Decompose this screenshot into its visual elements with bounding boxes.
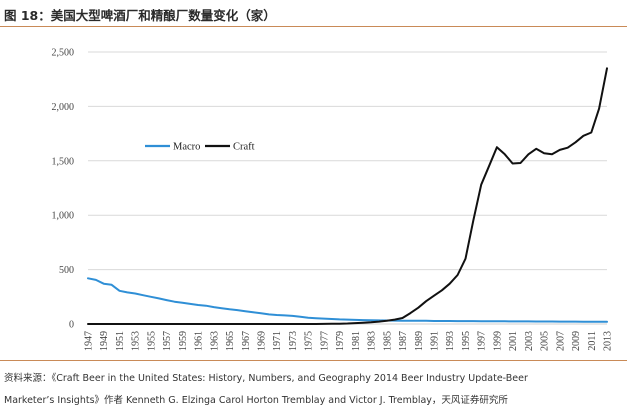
source-line-2: Marketer’s Insights》作者 Kenneth G. Elzing… xyxy=(4,395,508,406)
line-chart: 0 500 1,000 1,500 2,000 2,500 1947 1949 1951 195… xyxy=(52,48,614,352)
top-rule xyxy=(0,26,627,27)
x-tick-label: 1993 xyxy=(445,331,456,351)
y-tick-label: 2,500 xyxy=(52,48,75,59)
x-tick-label: 1973 xyxy=(288,331,299,351)
x-tick-label: 1995 xyxy=(461,331,472,351)
x-tick-label: 2007 xyxy=(555,331,566,351)
legend-label-craft: Craft xyxy=(233,142,255,153)
y-axis-ticks: 0 500 1,000 1,500 2,000 2,500 xyxy=(52,48,75,331)
x-tick-label: 1969 xyxy=(257,331,268,351)
x-tick-label: 1999 xyxy=(492,331,503,351)
x-tick-label: 1975 xyxy=(304,331,315,351)
y-tick-label: 0 xyxy=(69,320,74,331)
x-tick-label: 1987 xyxy=(398,331,409,351)
x-tick-label: 1965 xyxy=(225,331,236,351)
x-tick-label: 1947 xyxy=(84,331,95,351)
figure-title: 图 18：美国大型啤酒厂和精酿厂数量变化（家） xyxy=(4,8,276,23)
legend: Macro Craft xyxy=(145,142,255,153)
bottom-rule xyxy=(0,360,627,361)
x-tick-label: 2005 xyxy=(540,331,551,351)
grid-lines xyxy=(88,51,607,325)
x-axis-ticks: 1947 1949 1951 1953 1955 1957 1959 1961 1963 1965… xyxy=(84,331,614,351)
x-tick-label: 1951 xyxy=(115,331,126,351)
x-tick-label: 1985 xyxy=(382,331,393,351)
x-tick-label: 1971 xyxy=(272,331,283,351)
series-line-craft xyxy=(87,67,608,325)
x-tick-label: 2009 xyxy=(571,331,582,351)
x-tick-label: 1961 xyxy=(194,331,205,351)
x-tick-label: 1949 xyxy=(99,331,110,351)
x-tick-label: 1955 xyxy=(146,331,157,351)
x-tick-label: 1997 xyxy=(477,331,488,351)
x-tick-label: 2001 xyxy=(508,331,519,351)
x-tick-label: 1957 xyxy=(162,331,173,351)
series-line-macro xyxy=(87,277,608,323)
y-tick-label: 1,500 xyxy=(52,156,75,167)
series-lines xyxy=(87,67,608,325)
y-tick-label: 500 xyxy=(59,265,74,276)
source-note: 资料来源：《Craft Beer in the United States: H… xyxy=(4,368,624,412)
x-tick-label: 1967 xyxy=(241,331,252,351)
x-tick-label: 2011 xyxy=(587,331,598,351)
y-tick-label: 1,000 xyxy=(52,211,75,222)
x-tick-label: 2013 xyxy=(603,331,614,351)
x-tick-label: 1983 xyxy=(367,331,378,351)
x-tick-label: 1979 xyxy=(335,331,346,351)
x-tick-label: 1981 xyxy=(351,331,362,351)
x-tick-label: 1989 xyxy=(414,331,425,351)
legend-label-macro: Macro xyxy=(173,142,200,153)
x-tick-label: 1977 xyxy=(319,331,330,351)
x-tick-label: 1963 xyxy=(209,331,220,351)
x-tick-label: 1959 xyxy=(178,331,189,351)
source-line-1: 资料来源：《Craft Beer in the United States: H… xyxy=(4,373,528,384)
y-tick-label: 2,000 xyxy=(52,102,75,113)
x-tick-label: 2003 xyxy=(524,331,535,351)
x-tick-label: 1991 xyxy=(430,331,441,351)
x-tick-label: 1953 xyxy=(131,331,142,351)
